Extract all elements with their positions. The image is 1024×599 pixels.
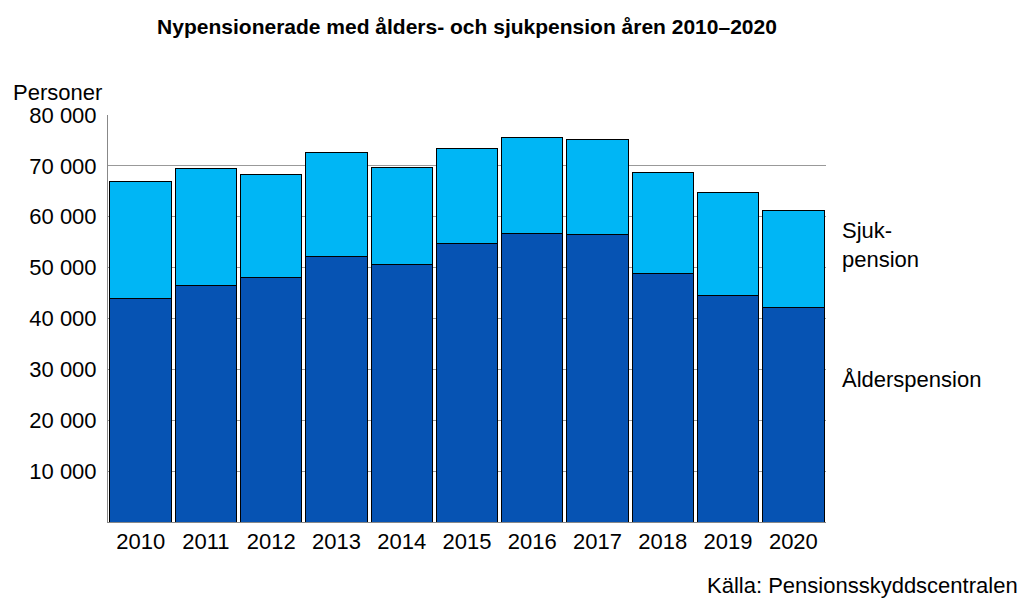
svg-text:2013: 2013 [312,529,361,554]
svg-text:2020: 2020 [769,529,818,554]
svg-text:2012: 2012 [247,529,296,554]
svg-text:Ålderspension: Ålderspension [842,367,981,392]
svg-text:50 000: 50 000 [29,255,96,280]
svg-text:2015: 2015 [443,529,492,554]
svg-text:30 000: 30 000 [29,357,96,382]
svg-text:Källa: Pensionsskyddscentralen: Källa: Pensionsskyddscentralen [707,573,1018,598]
svg-text:2017: 2017 [573,529,622,554]
svg-text:40 000: 40 000 [29,306,96,331]
svg-text:80 000: 80 000 [29,103,96,128]
svg-text:70 000: 70 000 [29,154,96,179]
svg-text:10 000: 10 000 [29,459,96,484]
svg-text:2014: 2014 [377,529,426,554]
svg-text:Sjuk-pension: Sjuk-pension [842,218,919,272]
svg-text:2010: 2010 [116,529,165,554]
svg-text:20 000: 20 000 [29,408,96,433]
svg-text:2018: 2018 [638,529,687,554]
svg-text:2011: 2011 [182,529,229,554]
svg-text:2019: 2019 [704,529,753,554]
svg-text:60 000: 60 000 [29,204,96,229]
svg-text:2016: 2016 [508,529,557,554]
svg-text:Personer: Personer [13,80,102,105]
svg-text:Nypensionerade med ålders- och: Nypensionerade med ålders- och sjukpensi… [157,15,777,38]
